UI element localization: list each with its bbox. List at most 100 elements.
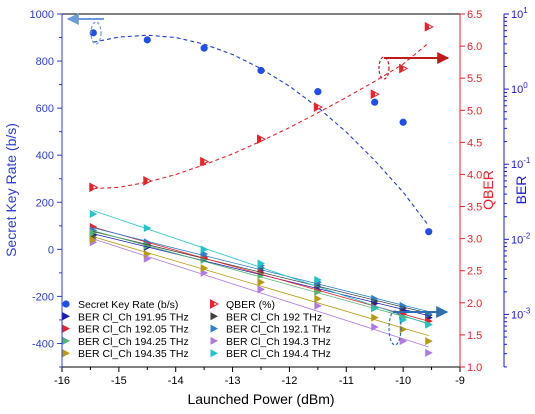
- legend-marker: [62, 300, 70, 308]
- qber-tick-label: 4.0: [467, 169, 482, 181]
- data-point: [399, 63, 409, 74]
- legend-marker: [210, 336, 218, 345]
- data-point: [399, 315, 408, 324]
- qber-axis: 6.5 6.0 5.5 5.0 4.5 4.0 3.5 3.0 2.5 2.0 1.5 1.0: [459, 9, 482, 374]
- data-point: [425, 337, 433, 346]
- x-tick-label: -13: [225, 375, 241, 387]
- y-left-tick-label: -200: [32, 291, 54, 303]
- data-point: [257, 134, 267, 144]
- qber-marker-fill: [371, 90, 376, 99]
- ber-trend-line: [93, 231, 429, 314]
- ber-trend-line: [93, 210, 429, 325]
- skr-fit-line: [93, 34, 430, 227]
- data-point: [313, 102, 323, 112]
- data-point: [200, 264, 209, 273]
- qber-ellipse: [378, 56, 390, 80]
- data-point: [314, 275, 322, 284]
- data-point: [143, 36, 151, 44]
- data-point: [143, 224, 152, 233]
- series-9: [89, 210, 433, 329]
- qber-marker-fill: [257, 135, 262, 144]
- legend-marker: [210, 349, 218, 358]
- data-point: [200, 44, 208, 52]
- data-point: [425, 348, 433, 357]
- ber-trend-line: [93, 230, 429, 324]
- ber-trend-line: [93, 236, 429, 336]
- legend-label: BER Cl_Ch 194.4 THz: [226, 348, 331, 360]
- data-point: [371, 98, 379, 106]
- qber-tick-label: 6.5: [467, 9, 482, 21]
- qber-marker-fill: [89, 183, 94, 192]
- y-left-axis-title: Secret Key Rate (b/s): [3, 123, 19, 257]
- data-point: [399, 301, 408, 310]
- skr-ellipse: [90, 21, 102, 45]
- qber-tick-label: 2.5: [467, 266, 482, 278]
- legend-marker: [62, 349, 70, 358]
- y-left-tick-label: 600: [36, 103, 54, 115]
- x-tick-label: -9: [455, 375, 465, 387]
- qber-fit-line: [93, 42, 430, 190]
- y-left-tick-label: 200: [36, 197, 54, 209]
- y-left-tick-label: 400: [36, 150, 54, 162]
- x-axis-title: Launched Power (dBm): [187, 391, 334, 407]
- x-tick-label: -10: [395, 375, 411, 387]
- qber-marker-fill: [314, 103, 319, 112]
- qber-marker-fill: [425, 22, 430, 31]
- legend-marker: [210, 312, 218, 321]
- legend-marker: [62, 324, 70, 333]
- qber-tick-label: 2.0: [467, 298, 482, 310]
- x-tick-label: -15: [111, 375, 127, 387]
- series-layer: [89, 22, 434, 357]
- qber-tick-label: 6.0: [467, 41, 482, 53]
- data-point: [370, 89, 380, 100]
- ber-trend-line: [93, 238, 429, 348]
- qber-tick-label: 5.5: [467, 73, 482, 85]
- qber-marker-fill: [200, 157, 205, 166]
- data-point: [89, 228, 98, 237]
- data-point: [257, 271, 265, 280]
- x-tick-label: -12: [281, 375, 297, 387]
- qber-marker-fill: [143, 176, 148, 185]
- legend-label: Secret Key Rate (b/s): [78, 299, 178, 311]
- qber-tick-label: 3.5: [467, 202, 482, 214]
- x-axis: -16 -15 -14 -13 -12 -11 -10 -9: [54, 367, 465, 387]
- legend-label: BER Cl_Ch 192.05 THz: [78, 324, 189, 336]
- qber-tick-label: 1.5: [467, 330, 482, 342]
- legend-marker: [62, 336, 70, 345]
- ber-axis: 101 100 10-1 10-2 10-3: [503, 6, 531, 368]
- ber-tick-label: 10-2: [511, 231, 531, 246]
- legend-label: BER Cl_Ch 194.25 THz: [78, 336, 189, 348]
- legend-label: BER Cl_Ch 192 THz: [226, 311, 322, 323]
- data-point: [89, 210, 98, 219]
- x-tick-label: -14: [168, 375, 184, 387]
- legend-marker: [210, 324, 218, 333]
- data-point: [89, 182, 99, 193]
- data-point: [425, 228, 433, 236]
- data-point: [371, 294, 379, 303]
- y-left-tick-label: 0: [48, 244, 54, 256]
- ber-tick-label: 101: [511, 6, 528, 21]
- y-left-tick-label: -400: [32, 338, 54, 350]
- series-1: [89, 22, 434, 193]
- fit-lines: [93, 34, 430, 227]
- qber-axis-title: QBER: [480, 170, 496, 210]
- data-point: [314, 88, 322, 96]
- data-point: [200, 156, 210, 167]
- qber-tick-label: 5.0: [467, 105, 482, 117]
- data-point: [257, 259, 265, 268]
- ber-trend-line: [93, 233, 429, 317]
- qber-marker-fill: [210, 300, 215, 308]
- qber-tick-label: 3.0: [467, 234, 482, 246]
- data-point: [399, 118, 407, 126]
- legend-label: BER Cl_Ch 194.3 THz: [226, 336, 331, 348]
- data-point: [143, 176, 153, 186]
- series-0: [89, 29, 433, 236]
- y-left-tick-label: 1000: [30, 9, 54, 21]
- data-point: [314, 294, 322, 303]
- legend-label: BER Cl_Ch 192.1 THz: [226, 324, 331, 336]
- legend-label: BER Cl_Ch 194.35 THz: [78, 348, 189, 360]
- data-point: [399, 337, 408, 346]
- ber-tick-label: 10-1: [511, 156, 531, 171]
- legend-label: QBER (%): [226, 299, 275, 311]
